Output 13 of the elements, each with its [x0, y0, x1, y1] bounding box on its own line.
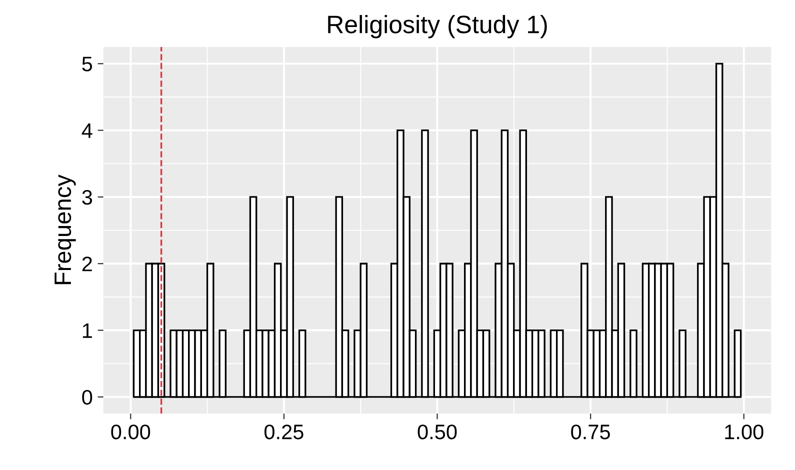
x-tick-label: 1.00: [725, 424, 764, 440]
x-tick-label: 0.75: [571, 424, 610, 440]
y-tick-label: 4: [82, 124, 92, 138]
y-tick-label: 5: [82, 56, 92, 72]
y-tick-label: 3: [82, 190, 92, 205]
y-axis-title: Frequency: [54, 174, 76, 284]
y-tick-label: 0: [82, 390, 92, 405]
x-tick-label: 0.00: [111, 424, 150, 440]
chart-title: Religiosity (Study 1): [328, 14, 547, 38]
y-tick-label: 1: [82, 324, 92, 338]
x-tick-label: 0.25: [264, 424, 304, 440]
y-tick-label: 2: [82, 256, 92, 272]
x-tick-label: 0.50: [418, 424, 457, 440]
